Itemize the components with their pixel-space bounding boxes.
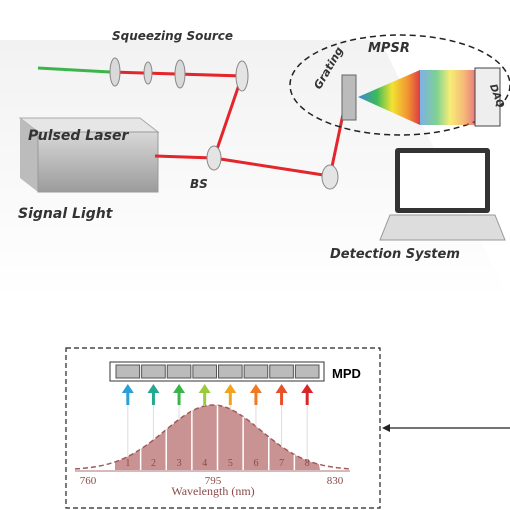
pixel-arrowhead bbox=[275, 384, 288, 393]
mpd-pixel bbox=[192, 364, 217, 379]
squeezing-source-label: Squeezing Source bbox=[112, 29, 233, 43]
axis-labels: 760 795 830 bbox=[80, 475, 344, 487]
mpd-pixel bbox=[243, 364, 269, 379]
inset-arrowhead bbox=[382, 424, 390, 432]
mpd-pixel bbox=[141, 364, 166, 379]
pulsed-laser-label: Pulsed Laser bbox=[28, 128, 129, 144]
bin-label: 2 bbox=[151, 458, 156, 469]
fiber-array bbox=[420, 70, 475, 125]
axis-label: 830 bbox=[327, 475, 344, 487]
pixel-arrowhead bbox=[173, 384, 186, 393]
bin-label: 6 bbox=[253, 458, 258, 469]
bs-label: BS bbox=[190, 177, 208, 191]
laptop bbox=[379, 148, 506, 241]
pixel-arrowhead bbox=[121, 384, 134, 393]
mpd-pixel bbox=[166, 364, 192, 379]
mirrors bbox=[206, 60, 339, 190]
mpsr-label: MPSR bbox=[368, 41, 410, 56]
bin-label: 3 bbox=[177, 458, 182, 469]
bin-label: 1 bbox=[125, 458, 130, 469]
spectrum-outline bbox=[74, 404, 350, 470]
mpd-pixel bbox=[294, 364, 320, 379]
daq-box bbox=[474, 67, 501, 127]
mpd-pixel bbox=[269, 364, 294, 379]
pixel-arrowhead bbox=[301, 384, 314, 393]
pixel-arrowhead bbox=[147, 384, 160, 393]
signal-light-label: Signal Light bbox=[18, 206, 114, 222]
spectrum bbox=[358, 70, 420, 125]
mpd bbox=[109, 361, 325, 405]
axis-label: 795 bbox=[205, 475, 222, 487]
pixel-arrowhead bbox=[249, 384, 262, 393]
axis-title: Wavelength (nm) bbox=[171, 484, 254, 498]
pixel-arrowhead bbox=[198, 384, 211, 393]
bin-label: 7 bbox=[279, 458, 284, 469]
grating bbox=[341, 74, 357, 121]
bin-label: 4 bbox=[202, 458, 207, 469]
squeezing-optics bbox=[109, 57, 186, 89]
detection-system-label: Detection System bbox=[330, 247, 460, 262]
bin-label: 5 bbox=[228, 458, 233, 469]
bin-label: 8 bbox=[305, 458, 310, 469]
mpd-pixel bbox=[115, 364, 141, 379]
pixel-arrowhead bbox=[224, 384, 237, 393]
axis-label: 760 bbox=[80, 475, 97, 487]
mpd-pixel bbox=[218, 364, 243, 379]
spectrum-curve: 1 2 3 4 5 6 7 8 bbox=[74, 404, 350, 470]
pulsed-laser bbox=[18, 117, 160, 193]
mpd-label: MPD bbox=[332, 366, 361, 381]
